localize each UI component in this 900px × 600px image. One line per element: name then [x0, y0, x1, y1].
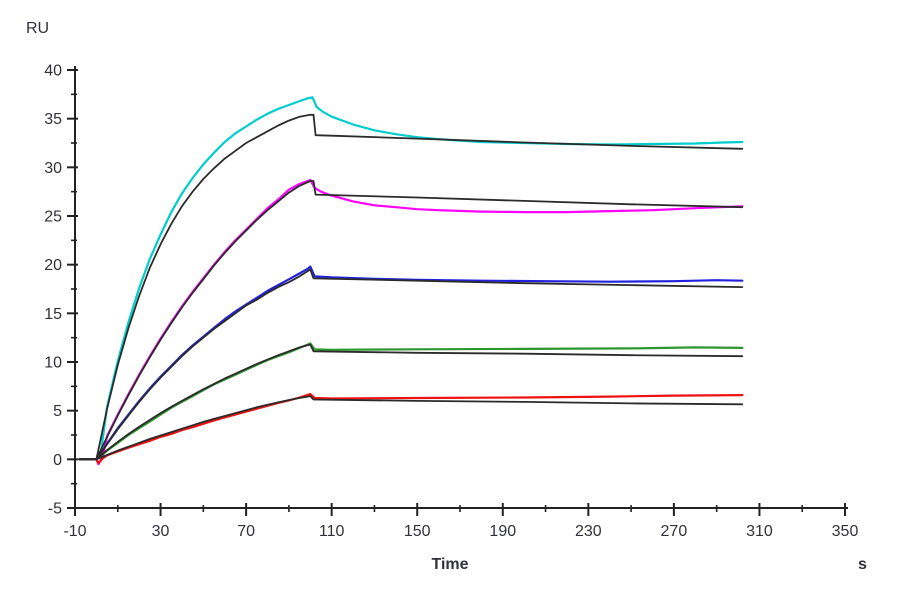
x-axis-unit-label: s — [858, 556, 867, 573]
series-sensorgram-magenta — [78, 178, 744, 466]
axes: -5 0 5 10 15 20 25 30 35 40 -10 30 70 110 150 190 230 270… — [44, 63, 858, 541]
x-tick-label: 190 — [489, 523, 516, 540]
x-tick-label: -10 — [63, 523, 86, 540]
y-tick-label: 0 — [53, 452, 62, 469]
x-axis-title: Time — [431, 556, 469, 573]
y-tick-label: 10 — [44, 355, 62, 372]
series-fit-cyan — [78, 113, 744, 461]
x-tick-label: 150 — [404, 523, 431, 540]
y-tick-label: -5 — [48, 501, 62, 518]
y-tick-label: 5 — [53, 403, 62, 420]
curve-series — [78, 96, 744, 466]
series-fit-red — [78, 395, 744, 461]
x-tick-label: 70 — [237, 523, 255, 540]
y-tick-label: 30 — [44, 160, 62, 177]
x-tick-label: 310 — [746, 523, 773, 540]
y-tick-label: 40 — [44, 63, 62, 80]
y-tick-label: 20 — [44, 257, 62, 274]
x-tick-label: 110 — [319, 523, 345, 540]
series-fit-green — [78, 343, 744, 461]
x-tick-label: 270 — [661, 523, 688, 540]
series-sensorgram-green — [78, 342, 744, 461]
y-tick-label: 35 — [44, 111, 62, 128]
y-tick-label: 25 — [44, 209, 62, 226]
x-tick-label: 230 — [575, 523, 602, 540]
y-tick-label: 15 — [44, 306, 62, 323]
series-sensorgram-cyan — [78, 96, 744, 461]
series-fit-magenta — [78, 180, 744, 461]
x-tick-label: 350 — [832, 523, 859, 540]
series-fit-blue — [78, 268, 744, 461]
y-axis-unit-label: RU — [26, 20, 50, 37]
x-tick-label: 30 — [152, 523, 170, 540]
